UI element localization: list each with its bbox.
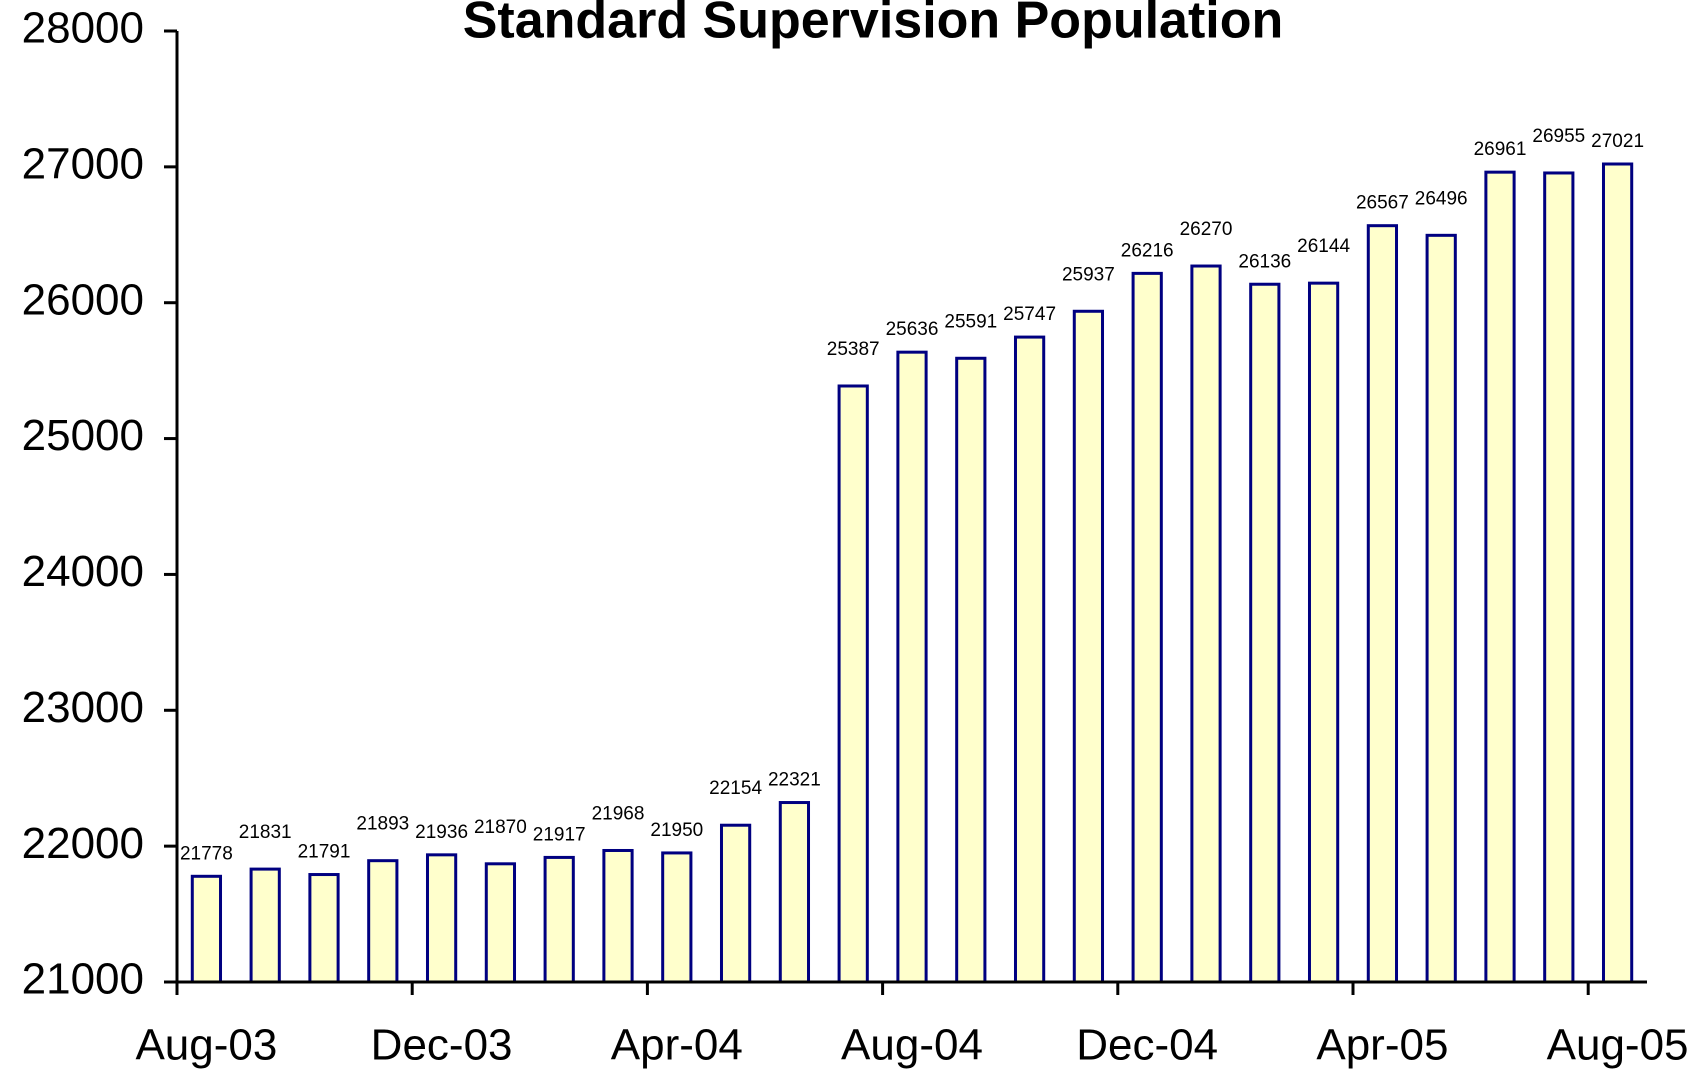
bar [543,855,575,984]
data-label: 21936 [415,822,468,843]
data-label: 26216 [1121,240,1174,261]
bar [249,867,281,984]
y-tick-label: 22000 [22,819,144,868]
bar [1307,281,1340,984]
bar [1543,171,1575,984]
data-label: 27021 [1591,131,1644,152]
bar [719,823,752,984]
data-label: 26496 [1415,188,1468,209]
data-label: 22321 [768,770,821,791]
data-label: 26955 [1532,126,1585,147]
x-tick-label: Apr-05 [1316,1021,1448,1069]
data-label: 26144 [1297,236,1350,257]
data-label: 25591 [944,311,997,332]
data-label: 21893 [356,814,409,835]
data-label: 21791 [298,842,351,863]
bar [1601,162,1634,984]
x-tick-label: Aug-03 [135,1021,277,1069]
bar [1131,271,1163,984]
x-tick-label: Apr-04 [611,1021,743,1069]
bar [661,851,693,984]
data-label: 26270 [1180,219,1233,240]
y-tick-label: 21000 [22,955,144,1004]
y-tick-label: 27000 [22,139,144,188]
data-label: 22154 [709,778,762,799]
bar [1249,282,1281,984]
bar [425,853,458,984]
data-label: 26136 [1238,251,1291,272]
data-label: 21968 [592,804,645,825]
bar [778,801,811,984]
bar [1013,335,1046,984]
data-label: 26567 [1356,193,1409,214]
data-label: 25387 [827,339,880,360]
bar [1190,264,1222,984]
bar [1366,224,1399,984]
chart-title: Standard Supervision Population [463,0,1284,50]
x-tick-label: Aug-04 [841,1021,983,1069]
bar [190,874,223,984]
bar [367,859,399,984]
data-label: 21778 [180,843,233,864]
data-label: 25636 [886,319,939,340]
y-tick-label: 26000 [22,275,144,324]
bar [1484,170,1516,984]
bar [308,873,340,984]
data-label: 25747 [1003,304,1056,325]
y-tick-label: 24000 [22,547,144,596]
bar [837,384,869,984]
y-tick-label: 28000 [22,4,144,53]
bar [484,862,517,984]
x-tick-label: Dec-03 [371,1021,513,1069]
data-label: 21831 [239,822,292,843]
bar [1072,309,1105,984]
bar [896,350,928,984]
bar [1425,233,1457,984]
y-tick-label: 25000 [22,411,144,460]
bar [602,848,634,984]
y-tick-label: 23000 [22,683,144,732]
data-label: 21917 [533,824,586,845]
data-label: 21950 [650,820,703,841]
x-tick-label: Dec-04 [1076,1021,1218,1069]
bar [955,356,987,984]
data-label: 25937 [1062,264,1115,285]
data-label: 26961 [1474,139,1527,160]
x-tick-label: Aug-05 [1547,1021,1689,1069]
data-label: 21870 [474,817,527,838]
